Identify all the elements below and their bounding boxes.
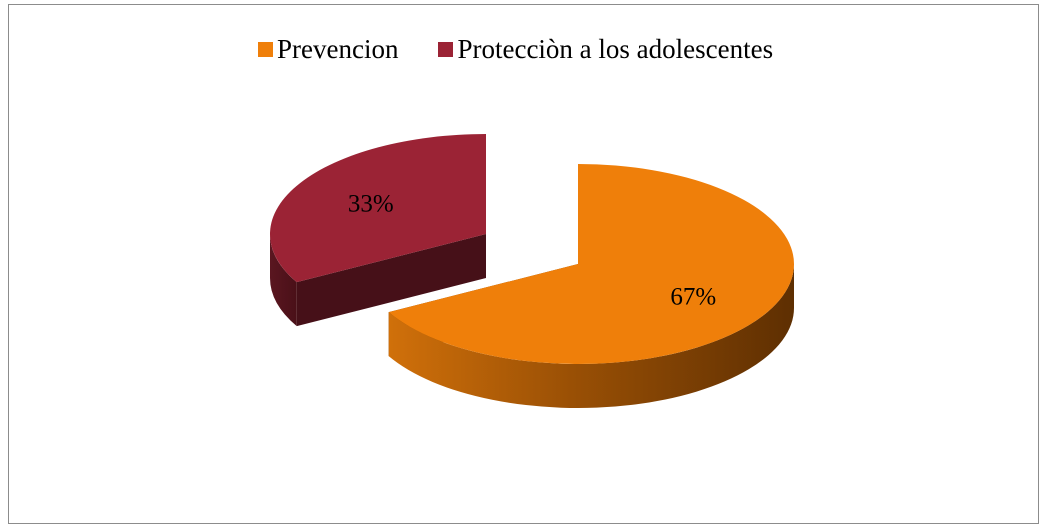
slice-rim-proteccion	[270, 234, 297, 327]
slice-rim-prevencion	[388, 264, 794, 408]
chart-frame	[8, 4, 1039, 524]
legend-swatch-prevencion	[258, 41, 273, 57]
slice-wall-proteccion-0	[296, 234, 486, 327]
slice-proteccion	[270, 134, 486, 283]
legend-label-proteccion: Protecciòn a los adolescentes	[457, 33, 774, 64]
pie-chart: 67% 33%	[270, 134, 794, 408]
data-label-prevencion: 67%	[670, 284, 716, 311]
legend-swatch-proteccion	[438, 41, 454, 57]
chart-legend: Prevencion Protecciòn a los adolescentes	[258, 34, 773, 64]
legend-item-proteccion: Protecciòn a los adolescentes	[438, 34, 773, 65]
legend-item-prevencion: Prevencion	[258, 34, 398, 65]
legend-label-prevencion: Prevencion	[277, 33, 399, 64]
slice-prevencion	[388, 164, 794, 364]
data-label-proteccion: 33%	[348, 190, 394, 217]
